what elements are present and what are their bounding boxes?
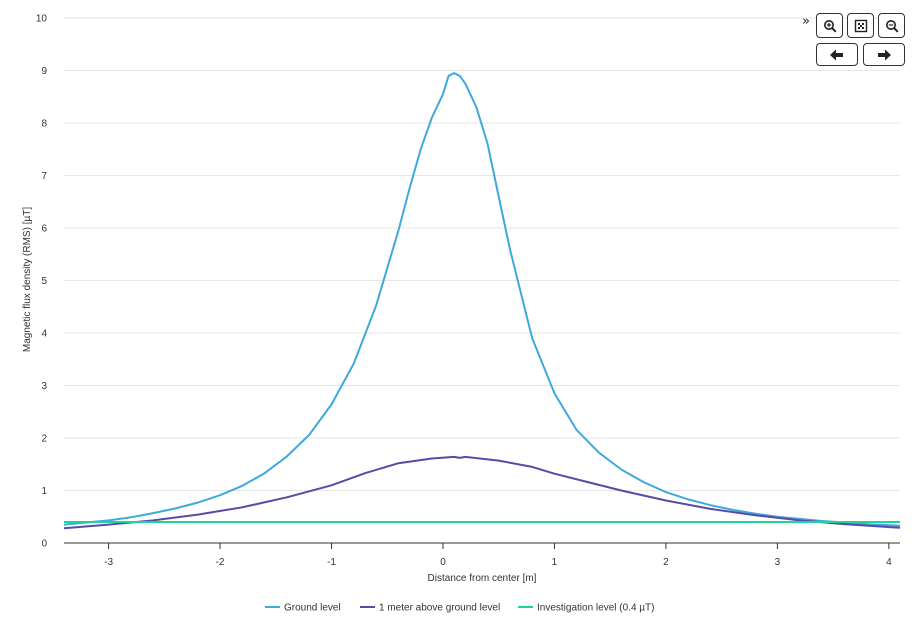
x-tick-label: -2 [216, 557, 225, 568]
y-tick-label: 2 [41, 434, 47, 445]
x-tick-label: 4 [886, 557, 892, 568]
y-tick-label: 4 [41, 329, 47, 340]
y-tick-label: 0 [41, 539, 47, 550]
axes: 0 1 2 3 4 5 6 7 8 9 10 -3 -2 -1 0 1 2 3 4 [36, 14, 900, 568]
x-tick-label: 3 [775, 557, 781, 568]
reset-zoom-button[interactable] [847, 13, 874, 38]
y-tick-label: 1 [41, 486, 47, 497]
y-tick-label: 6 [41, 224, 47, 235]
zoom-out-icon [885, 19, 899, 33]
series-line-1 [63, 455, 901, 530]
legend-label[interactable]: 1 meter above ground level [379, 603, 500, 614]
y-tick-label: 7 [41, 171, 47, 182]
legend: Ground level 1 meter above ground level In… [265, 603, 654, 614]
arrow-right-icon [878, 49, 891, 60]
y-tick-label: 9 [41, 66, 47, 77]
y-tick-label: 3 [41, 381, 47, 392]
zoom-in-button[interactable] [816, 13, 843, 38]
y-axis-title: Magnetic flux density (RMS) [µT] [22, 207, 33, 352]
reset-zoom-icon [854, 19, 867, 32]
x-tick-label: -3 [104, 557, 113, 568]
y-tick-label: 8 [41, 119, 47, 130]
x-tick-label: 1 [552, 557, 558, 568]
x-axis-title: Distance from center [m] [428, 573, 537, 584]
legend-label[interactable]: Ground level [284, 603, 341, 614]
grid-lines [64, 17, 900, 491]
legend-label[interactable]: Investigation level (0.4 µT) [537, 603, 654, 614]
series-lines [63, 72, 901, 530]
y-tick-label: 10 [36, 14, 48, 25]
x-tick-label: 0 [440, 557, 446, 568]
y-tick-label: 5 [41, 276, 47, 287]
collapse-toolbar-icon[interactable]: » [802, 14, 810, 29]
x-tick-label: 2 [663, 557, 669, 568]
x-tick-label: -1 [327, 557, 336, 568]
zoom-in-icon [823, 19, 837, 33]
zoom-out-button[interactable] [878, 13, 905, 38]
pan-right-button[interactable] [863, 43, 905, 66]
arrow-left-icon [830, 49, 843, 60]
series-line-0 [63, 72, 901, 527]
pan-left-button[interactable] [816, 43, 858, 66]
